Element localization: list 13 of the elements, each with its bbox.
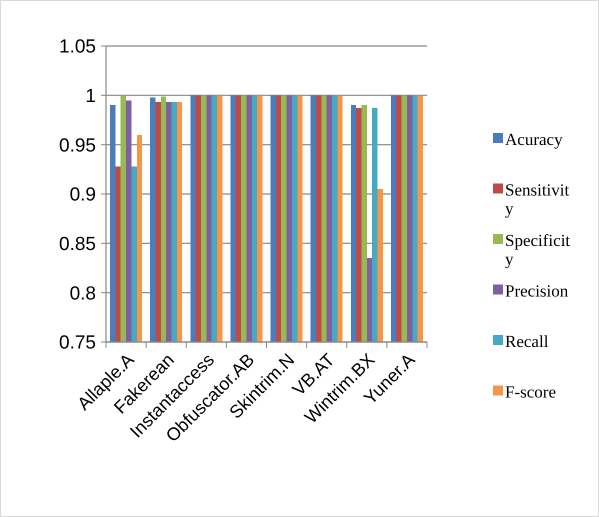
y-tick-label: 0.75: [59, 332, 96, 354]
legend-label: F-score: [505, 382, 556, 402]
y-tick-label: 0.85: [59, 234, 96, 255]
legend-label: Precision: [505, 281, 569, 300]
legend-label: Recall: [505, 332, 549, 351]
y-tick-label: 0.9: [70, 184, 96, 206]
y-tick-label: 1: [85, 86, 96, 107]
y-tick-label: 0.8: [70, 283, 96, 304]
y-tick-label: 0.95: [59, 135, 96, 156]
y-tick-label: 1.05: [59, 36, 96, 58]
legend-label: Specificity: [505, 230, 570, 269]
legend-label: Acuracy: [505, 130, 564, 149]
legend-label: Sensitivity: [505, 180, 570, 218]
